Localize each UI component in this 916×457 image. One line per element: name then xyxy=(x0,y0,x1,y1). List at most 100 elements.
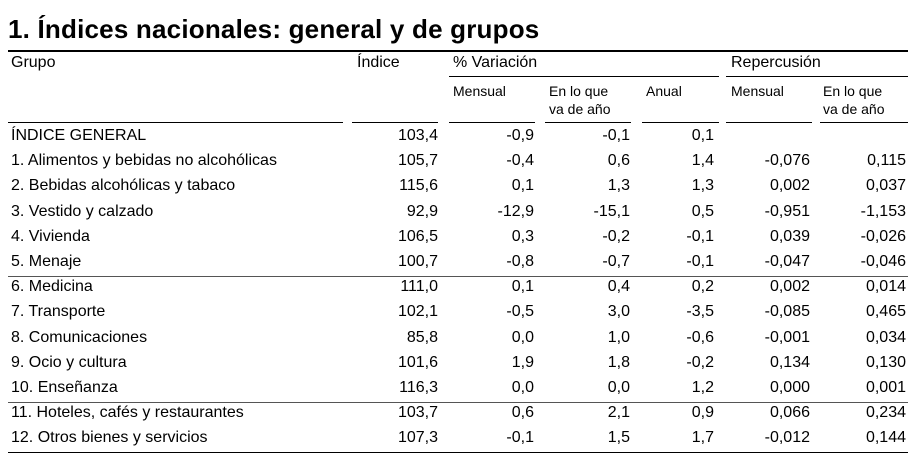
cell-rep-mensual: -0,951 xyxy=(764,202,810,220)
cell-rep-mensual: -0,012 xyxy=(764,429,810,447)
cell-var-mensual: 0,1 xyxy=(511,177,534,195)
cell-rep-ano: 0,465 xyxy=(865,303,906,321)
cell-var-ano: 1,0 xyxy=(607,328,630,346)
cell-rep-ano: 0,144 xyxy=(865,429,906,447)
cell-rep-ano: 0,014 xyxy=(865,278,906,296)
cell-var-anual: 1,4 xyxy=(691,152,714,170)
cell-var-anual: 1,7 xyxy=(691,429,714,447)
header-repercusion: Repercusión xyxy=(731,54,821,71)
cell-rep-ano: 0,234 xyxy=(865,404,906,422)
cell-var-anual: -0,1 xyxy=(686,253,714,270)
cell-var-mensual: -0,1 xyxy=(506,429,534,447)
cell-rep-ano: 0,130 xyxy=(865,353,906,371)
cell-rep-mensual: -0,047 xyxy=(764,253,810,270)
repercusion-group-rule xyxy=(726,76,908,77)
header-rep-ano-l2: va de año xyxy=(823,101,885,117)
header-indice: Índice xyxy=(357,54,400,71)
cell-var-mensual: -0,5 xyxy=(506,303,534,321)
col-rule-rep-ano xyxy=(820,122,908,123)
row-separator xyxy=(8,276,908,277)
col-rule-var-mensual xyxy=(449,122,535,123)
col-rule-var-ano xyxy=(545,122,631,123)
cell-rep-ano: -1,153 xyxy=(860,202,906,220)
cell-var-anual: -0,2 xyxy=(686,353,714,371)
cell-indice: 103,7 xyxy=(397,404,438,422)
cell-rep-mensual: -0,076 xyxy=(764,152,810,170)
cell-var-ano: 1,3 xyxy=(607,177,630,195)
cell-var-mensual: 0,0 xyxy=(511,379,534,396)
cell-rep-mensual: -0,001 xyxy=(764,328,810,346)
header-var-mensual: Mensual xyxy=(453,83,506,99)
row-separator xyxy=(8,402,908,403)
cell-var-anual: 1,2 xyxy=(691,379,714,396)
col-rule-indice xyxy=(352,122,438,123)
header-rep-ano-l1: En lo que xyxy=(823,83,883,99)
col-rule-grupo xyxy=(8,122,343,123)
cell-indice: 103,4 xyxy=(397,127,438,144)
variacion-group-rule xyxy=(449,76,719,77)
cell-rep-ano: 0,001 xyxy=(865,379,906,396)
cell-var-ano: 0,6 xyxy=(607,152,630,170)
header-rep-mensual: Mensual xyxy=(731,83,784,99)
title-rule xyxy=(8,50,908,52)
cell-var-mensual: 0,0 xyxy=(511,328,534,346)
cell-rep-mensual: 0,134 xyxy=(769,353,810,371)
cell-var-ano: 2,1 xyxy=(607,404,630,422)
cell-indice: 102,1 xyxy=(397,303,438,321)
cell-var-ano: 3,0 xyxy=(607,303,630,321)
cell-indice: 101,6 xyxy=(397,353,438,371)
cell-var-anual: 0,5 xyxy=(691,202,714,220)
header-grupo: Grupo xyxy=(11,54,56,71)
cell-var-ano: 0,0 xyxy=(607,379,630,396)
cell-var-mensual: 0,1 xyxy=(511,278,534,296)
cell-rep-ano: 0,037 xyxy=(865,177,906,195)
table-bottom-rule xyxy=(8,452,908,453)
cell-rep-mensual: 0,002 xyxy=(769,278,810,296)
cell-var-ano: -15,1 xyxy=(593,202,630,220)
cell-var-mensual: 1,9 xyxy=(511,353,534,371)
cell-grupo: 9. Ocio y cultura xyxy=(11,353,127,371)
cell-var-mensual: 0,6 xyxy=(511,404,534,422)
cell-var-anual: 0,9 xyxy=(691,404,714,422)
cell-var-ano: 0,4 xyxy=(607,278,630,296)
col-rule-var-anual xyxy=(642,122,719,123)
header-var-ano-l2: va de año xyxy=(549,101,611,117)
header-var-ano-l1: En lo que xyxy=(549,83,609,99)
cell-var-mensual: -0,9 xyxy=(506,127,534,144)
cell-grupo: 3. Vestido y calzado xyxy=(11,202,154,220)
cell-indice: 116,3 xyxy=(399,379,438,396)
cell-rep-mensual: -0,085 xyxy=(764,303,810,321)
cell-grupo: 10. Enseñanza xyxy=(11,379,118,396)
cell-var-anual: -0,6 xyxy=(686,328,714,346)
cell-indice: 111,0 xyxy=(400,278,438,296)
cell-var-mensual: -0,8 xyxy=(506,253,534,270)
cell-var-ano: 1,8 xyxy=(607,353,630,371)
cell-grupo: 1. Alimentos y bebidas no alcohólicas xyxy=(11,152,277,170)
cell-grupo: 5. Menaje xyxy=(11,253,82,270)
cell-var-anual: 0,1 xyxy=(691,127,714,144)
cell-grupo: 8. Comunicaciones xyxy=(11,328,148,346)
cell-var-ano: 1,5 xyxy=(607,429,630,447)
cell-var-ano: -0,1 xyxy=(602,127,630,144)
cell-var-anual: 1,3 xyxy=(691,177,714,195)
cell-indice: 107,3 xyxy=(397,429,438,447)
cell-var-ano: -0,2 xyxy=(602,227,630,245)
cell-var-mensual: -12,9 xyxy=(497,202,534,220)
header-variacion: % Variación xyxy=(453,54,538,71)
cell-rep-ano: 0,034 xyxy=(865,328,906,346)
header-var-anual: Anual xyxy=(646,83,682,99)
cell-var-mensual: 0,3 xyxy=(511,227,534,245)
cell-grupo: 2. Bebidas alcohólicas y tabaco xyxy=(11,177,236,195)
cell-grupo: 6. Medicina xyxy=(11,278,93,296)
cell-indice: 92,9 xyxy=(406,202,438,220)
page-title: 1. Índices nacionales: general y de grup… xyxy=(8,14,540,44)
cell-var-mensual: -0,4 xyxy=(506,152,534,170)
cell-grupo: 7. Transporte xyxy=(11,303,106,321)
cell-indice: 100,7 xyxy=(397,253,438,270)
cell-var-anual: -3,5 xyxy=(686,303,714,321)
cell-grupo: ÍNDICE GENERAL xyxy=(11,127,147,144)
cell-rep-ano: -0,026 xyxy=(860,227,906,245)
cell-rep-mensual: 0,000 xyxy=(769,379,810,396)
cell-grupo: 11. Hoteles, cafés y restaurantes xyxy=(11,404,244,422)
cell-grupo: 12. Otros bienes y servicios xyxy=(11,429,208,447)
